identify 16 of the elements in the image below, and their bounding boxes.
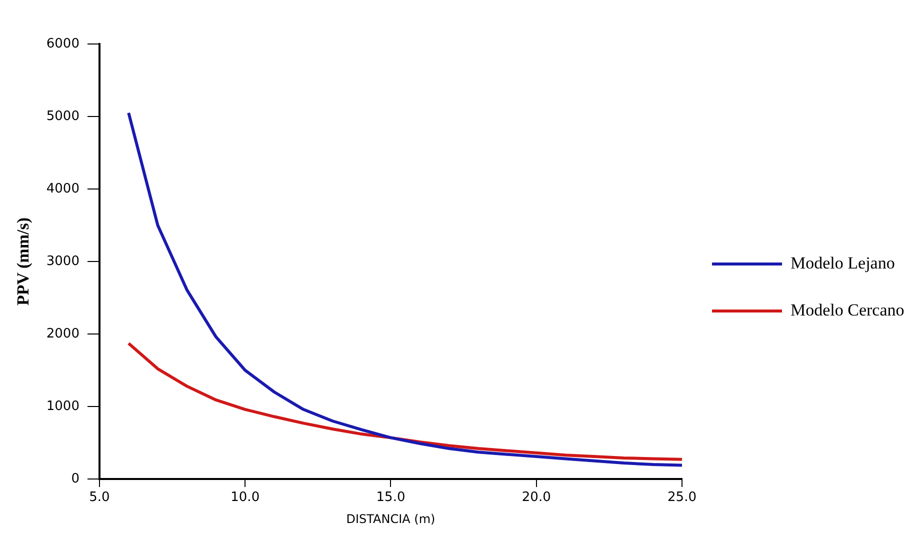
x-tick-label: 10.0 (230, 490, 260, 506)
x-tick-label: 25.0 (668, 490, 696, 506)
y-tick-label: 2000 (46, 326, 80, 342)
y-axis-title: PPV (mm/s) (14, 218, 33, 306)
y-tick-label: 6000 (46, 36, 80, 52)
y-tick-label: 5000 (46, 108, 80, 124)
y-tick-label: 4000 (46, 181, 80, 196)
x-tick-label: 5.0 (89, 490, 110, 506)
y-tick-label: 3000 (46, 254, 80, 269)
x-tick-label: 15.0 (376, 490, 406, 506)
x-tick-label: 20.0 (522, 490, 551, 506)
y-tick-label: 1000 (46, 398, 80, 414)
y-tick-label: 0 (71, 471, 80, 486)
legend-label: Modelo Cercano (790, 300, 904, 320)
legend-label: Modelo Lejano (790, 253, 895, 272)
x-axis-title: DISTANCIA (m) (346, 512, 436, 526)
